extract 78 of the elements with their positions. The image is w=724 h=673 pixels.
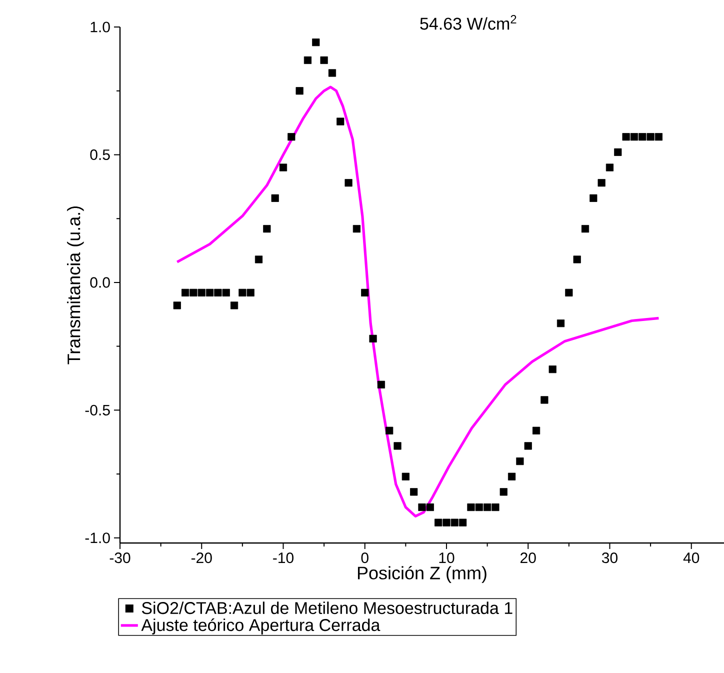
point <box>238 288 246 296</box>
point <box>442 518 450 526</box>
legend-label: Ajuste teórico Apertura Cerrada <box>141 618 380 634</box>
point <box>540 396 548 404</box>
x-tick-label: -10 <box>273 552 294 564</box>
point <box>475 503 483 512</box>
y-tick-label: -1.0 <box>85 532 110 544</box>
point <box>450 518 458 526</box>
point <box>434 518 442 526</box>
point <box>646 133 654 141</box>
point <box>622 133 630 141</box>
point <box>279 164 288 172</box>
y-tick-label: 0.0 <box>90 277 110 288</box>
point <box>198 288 206 296</box>
point <box>598 179 606 187</box>
point <box>532 426 540 434</box>
legend-label: SiO2/CTAB:Azul de Metileno Mesoestructurada 1 <box>142 602 512 614</box>
point <box>386 426 394 434</box>
point <box>394 442 402 450</box>
point <box>344 179 352 187</box>
point <box>182 288 190 296</box>
x-tick-label: 20 <box>520 552 536 564</box>
y-tick-label: -0.5 <box>85 404 110 416</box>
point <box>500 488 508 496</box>
y-tick-label: 0.5 <box>90 149 110 160</box>
x-axis-title: Posición Z (mm) <box>358 566 486 583</box>
x-tick-label: 10 <box>439 552 454 564</box>
point <box>288 133 296 141</box>
point <box>377 380 385 388</box>
x-tick-label: 0 <box>361 552 368 564</box>
x-tick-label: -30 <box>110 552 130 564</box>
point <box>614 148 622 156</box>
point <box>573 256 581 264</box>
point <box>581 225 590 233</box>
point <box>524 442 532 450</box>
point <box>556 320 565 328</box>
point <box>548 365 556 374</box>
point <box>402 472 410 480</box>
point <box>638 133 646 141</box>
point <box>312 38 320 46</box>
point <box>336 118 344 126</box>
point <box>459 518 467 526</box>
point <box>328 69 336 77</box>
point <box>352 225 361 233</box>
point <box>296 87 304 95</box>
point <box>246 288 254 296</box>
point <box>206 288 214 296</box>
point <box>173 302 181 310</box>
point <box>361 288 369 296</box>
point <box>467 503 475 512</box>
point <box>263 225 271 233</box>
point <box>426 503 434 512</box>
point <box>606 164 614 172</box>
point <box>214 288 222 296</box>
point <box>630 133 638 141</box>
x-tick-label: -20 <box>191 552 212 564</box>
point <box>565 288 573 296</box>
point <box>410 488 418 496</box>
point <box>508 472 516 480</box>
point <box>484 503 492 512</box>
annotation: 54.63 W/cm$^{2}$ <box>420 15 516 30</box>
point <box>654 133 663 141</box>
point <box>320 56 328 64</box>
y-tick-label: 1.0 <box>90 22 110 32</box>
point <box>190 288 198 296</box>
point <box>254 256 263 264</box>
point <box>369 334 377 342</box>
point <box>230 302 238 310</box>
x-tick-label: 30 <box>602 552 618 564</box>
point <box>492 503 500 512</box>
x-tick-label: 40 <box>683 552 700 564</box>
point <box>418 503 426 512</box>
point <box>590 194 598 202</box>
point <box>516 457 524 466</box>
point <box>271 194 279 202</box>
point <box>222 288 230 296</box>
point <box>304 56 312 64</box>
y-axis-title: Transmitancia (u.a.) <box>67 206 84 364</box>
